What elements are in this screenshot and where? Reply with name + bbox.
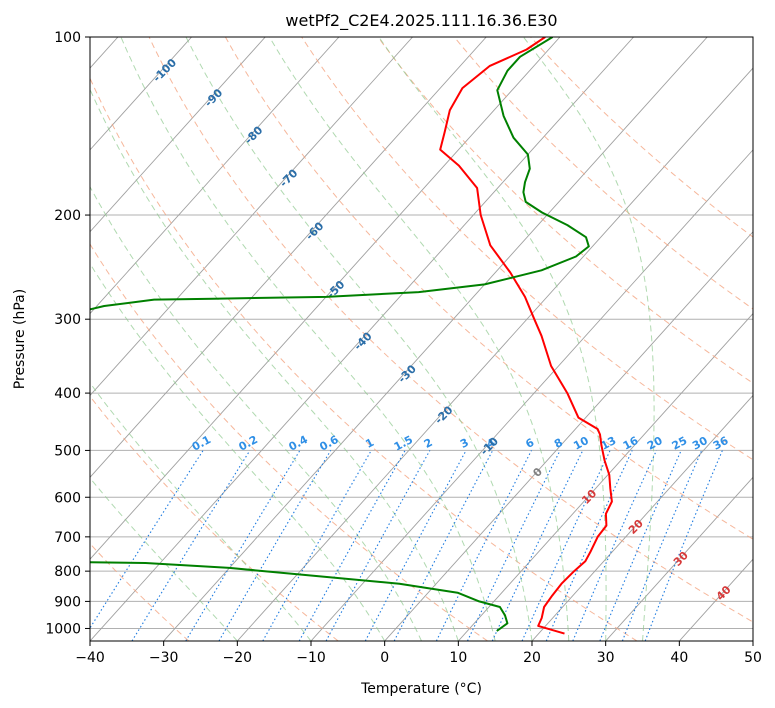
moist-adiabat-line bbox=[90, 382, 312, 641]
isotherm-line bbox=[90, 37, 487, 478]
y-tick-label: 600 bbox=[54, 490, 81, 506]
isotherm-line bbox=[310, 149, 753, 641]
mixing-ratio-line bbox=[218, 450, 332, 641]
moist-adiabat-line bbox=[90, 185, 422, 641]
isotherm-line bbox=[90, 37, 413, 397]
y-tick-label: 500 bbox=[54, 443, 81, 459]
mixing-ratio-line bbox=[521, 450, 611, 641]
mixing-ratio-line bbox=[262, 450, 372, 641]
isotherm-line bbox=[90, 37, 634, 641]
y-tick-label: 200 bbox=[54, 208, 81, 224]
mixing-ratio-label: 25 bbox=[670, 434, 690, 453]
isotherm-line bbox=[236, 67, 753, 641]
isotherm-line bbox=[457, 312, 753, 641]
plot-frame bbox=[89, 36, 754, 642]
mixing-ratio-line bbox=[545, 450, 633, 641]
x-tick-label: 20 bbox=[523, 650, 541, 666]
mixing-ratio-line bbox=[599, 450, 682, 641]
dewpoint-profile-line bbox=[90, 561, 509, 632]
dry-adiabat-line bbox=[148, 37, 753, 623]
mixing-ratio-line bbox=[572, 450, 658, 641]
isotherm-line bbox=[90, 37, 266, 233]
mixing-ratio-label: 36 bbox=[711, 434, 731, 453]
x-tick-label: −40 bbox=[75, 650, 105, 666]
x-tick-label: −30 bbox=[149, 650, 179, 666]
moist-adiabat-line bbox=[120, 37, 496, 641]
y-tick-label: 700 bbox=[54, 530, 81, 546]
mixing-ratio-line bbox=[491, 450, 584, 641]
isotherm-line bbox=[605, 476, 753, 641]
isotherm-line bbox=[90, 37, 561, 560]
mixing-ratio-label: 20 bbox=[645, 434, 665, 453]
x-axis-label: Temperature (°C) bbox=[360, 681, 482, 697]
mixing-ratio-label: 13 bbox=[599, 434, 619, 453]
moist-adiabat-line bbox=[268, 37, 570, 641]
mixing-ratio-line bbox=[298, 450, 406, 641]
dewpoint-profile-line bbox=[90, 37, 590, 311]
dry-adiabat-line bbox=[90, 77, 638, 641]
mixing-ratio-line bbox=[131, 450, 251, 641]
dry-adiabat-line bbox=[377, 37, 753, 384]
x-tick-label: 40 bbox=[670, 650, 688, 666]
isotherm-line bbox=[163, 37, 708, 641]
isotherm-line bbox=[90, 37, 340, 315]
mixing-ratio-line bbox=[467, 450, 561, 641]
y-tick-label: 400 bbox=[54, 386, 81, 402]
dry-adiabat-line bbox=[90, 395, 339, 641]
y-axis-label: Pressure (hPa) bbox=[12, 289, 28, 389]
tick-layer: −40 −30 −20 −10 0 10 20 30 40 50 100 200 300 400 500 60… bbox=[45, 30, 762, 666]
moist-adiabat-line bbox=[378, 37, 607, 641]
x-tick-label: 0 bbox=[380, 650, 389, 666]
x-tick-label: 10 bbox=[449, 650, 467, 666]
mixing-ratio-label: 10 bbox=[571, 434, 591, 453]
moist-adiabat-line bbox=[90, 88, 459, 641]
mixing-ratio-line bbox=[185, 450, 301, 641]
x-tick-label: −20 bbox=[223, 650, 253, 666]
moist-adiabat-line bbox=[523, 37, 655, 641]
mixing-ratio-label: 16 bbox=[621, 434, 641, 453]
dry-adiabat-line bbox=[453, 37, 753, 310]
y-tick-label: 900 bbox=[54, 594, 81, 610]
isotherm-line bbox=[90, 37, 192, 151]
x-tick-label: 30 bbox=[597, 650, 615, 666]
dry-adiabat-line bbox=[224, 37, 753, 540]
isotherm-line bbox=[531, 394, 753, 641]
y-tick-label: 100 bbox=[54, 30, 81, 46]
x-tick-label: 50 bbox=[744, 650, 762, 666]
dry-adiabat-line bbox=[90, 243, 488, 641]
temperature-profile-line bbox=[439, 37, 613, 635]
mixing-ratio-line bbox=[435, 450, 532, 641]
mixing-ratio-line bbox=[325, 450, 431, 641]
x-tick-label: −10 bbox=[296, 650, 326, 666]
moist-adiabat-line bbox=[90, 262, 386, 641]
plot-area: 0.1 0.2 0.4 0.6 1 1.5 2 3 4 6 8 10 13 16 20 25 30 36-100-… bbox=[90, 37, 753, 641]
y-tick-label: 1000 bbox=[45, 621, 81, 637]
mixing-ratio-label: 30 bbox=[690, 434, 710, 453]
chart-title: wetPf2_C2E4.2025.111.16.36.E30 bbox=[285, 11, 557, 31]
mixing-ratio-line bbox=[90, 450, 204, 630]
y-tick-label: 300 bbox=[54, 312, 81, 328]
isotherm-line bbox=[384, 231, 753, 641]
moist-adiabat-line bbox=[185, 37, 533, 641]
y-tick-label: 800 bbox=[54, 564, 81, 580]
